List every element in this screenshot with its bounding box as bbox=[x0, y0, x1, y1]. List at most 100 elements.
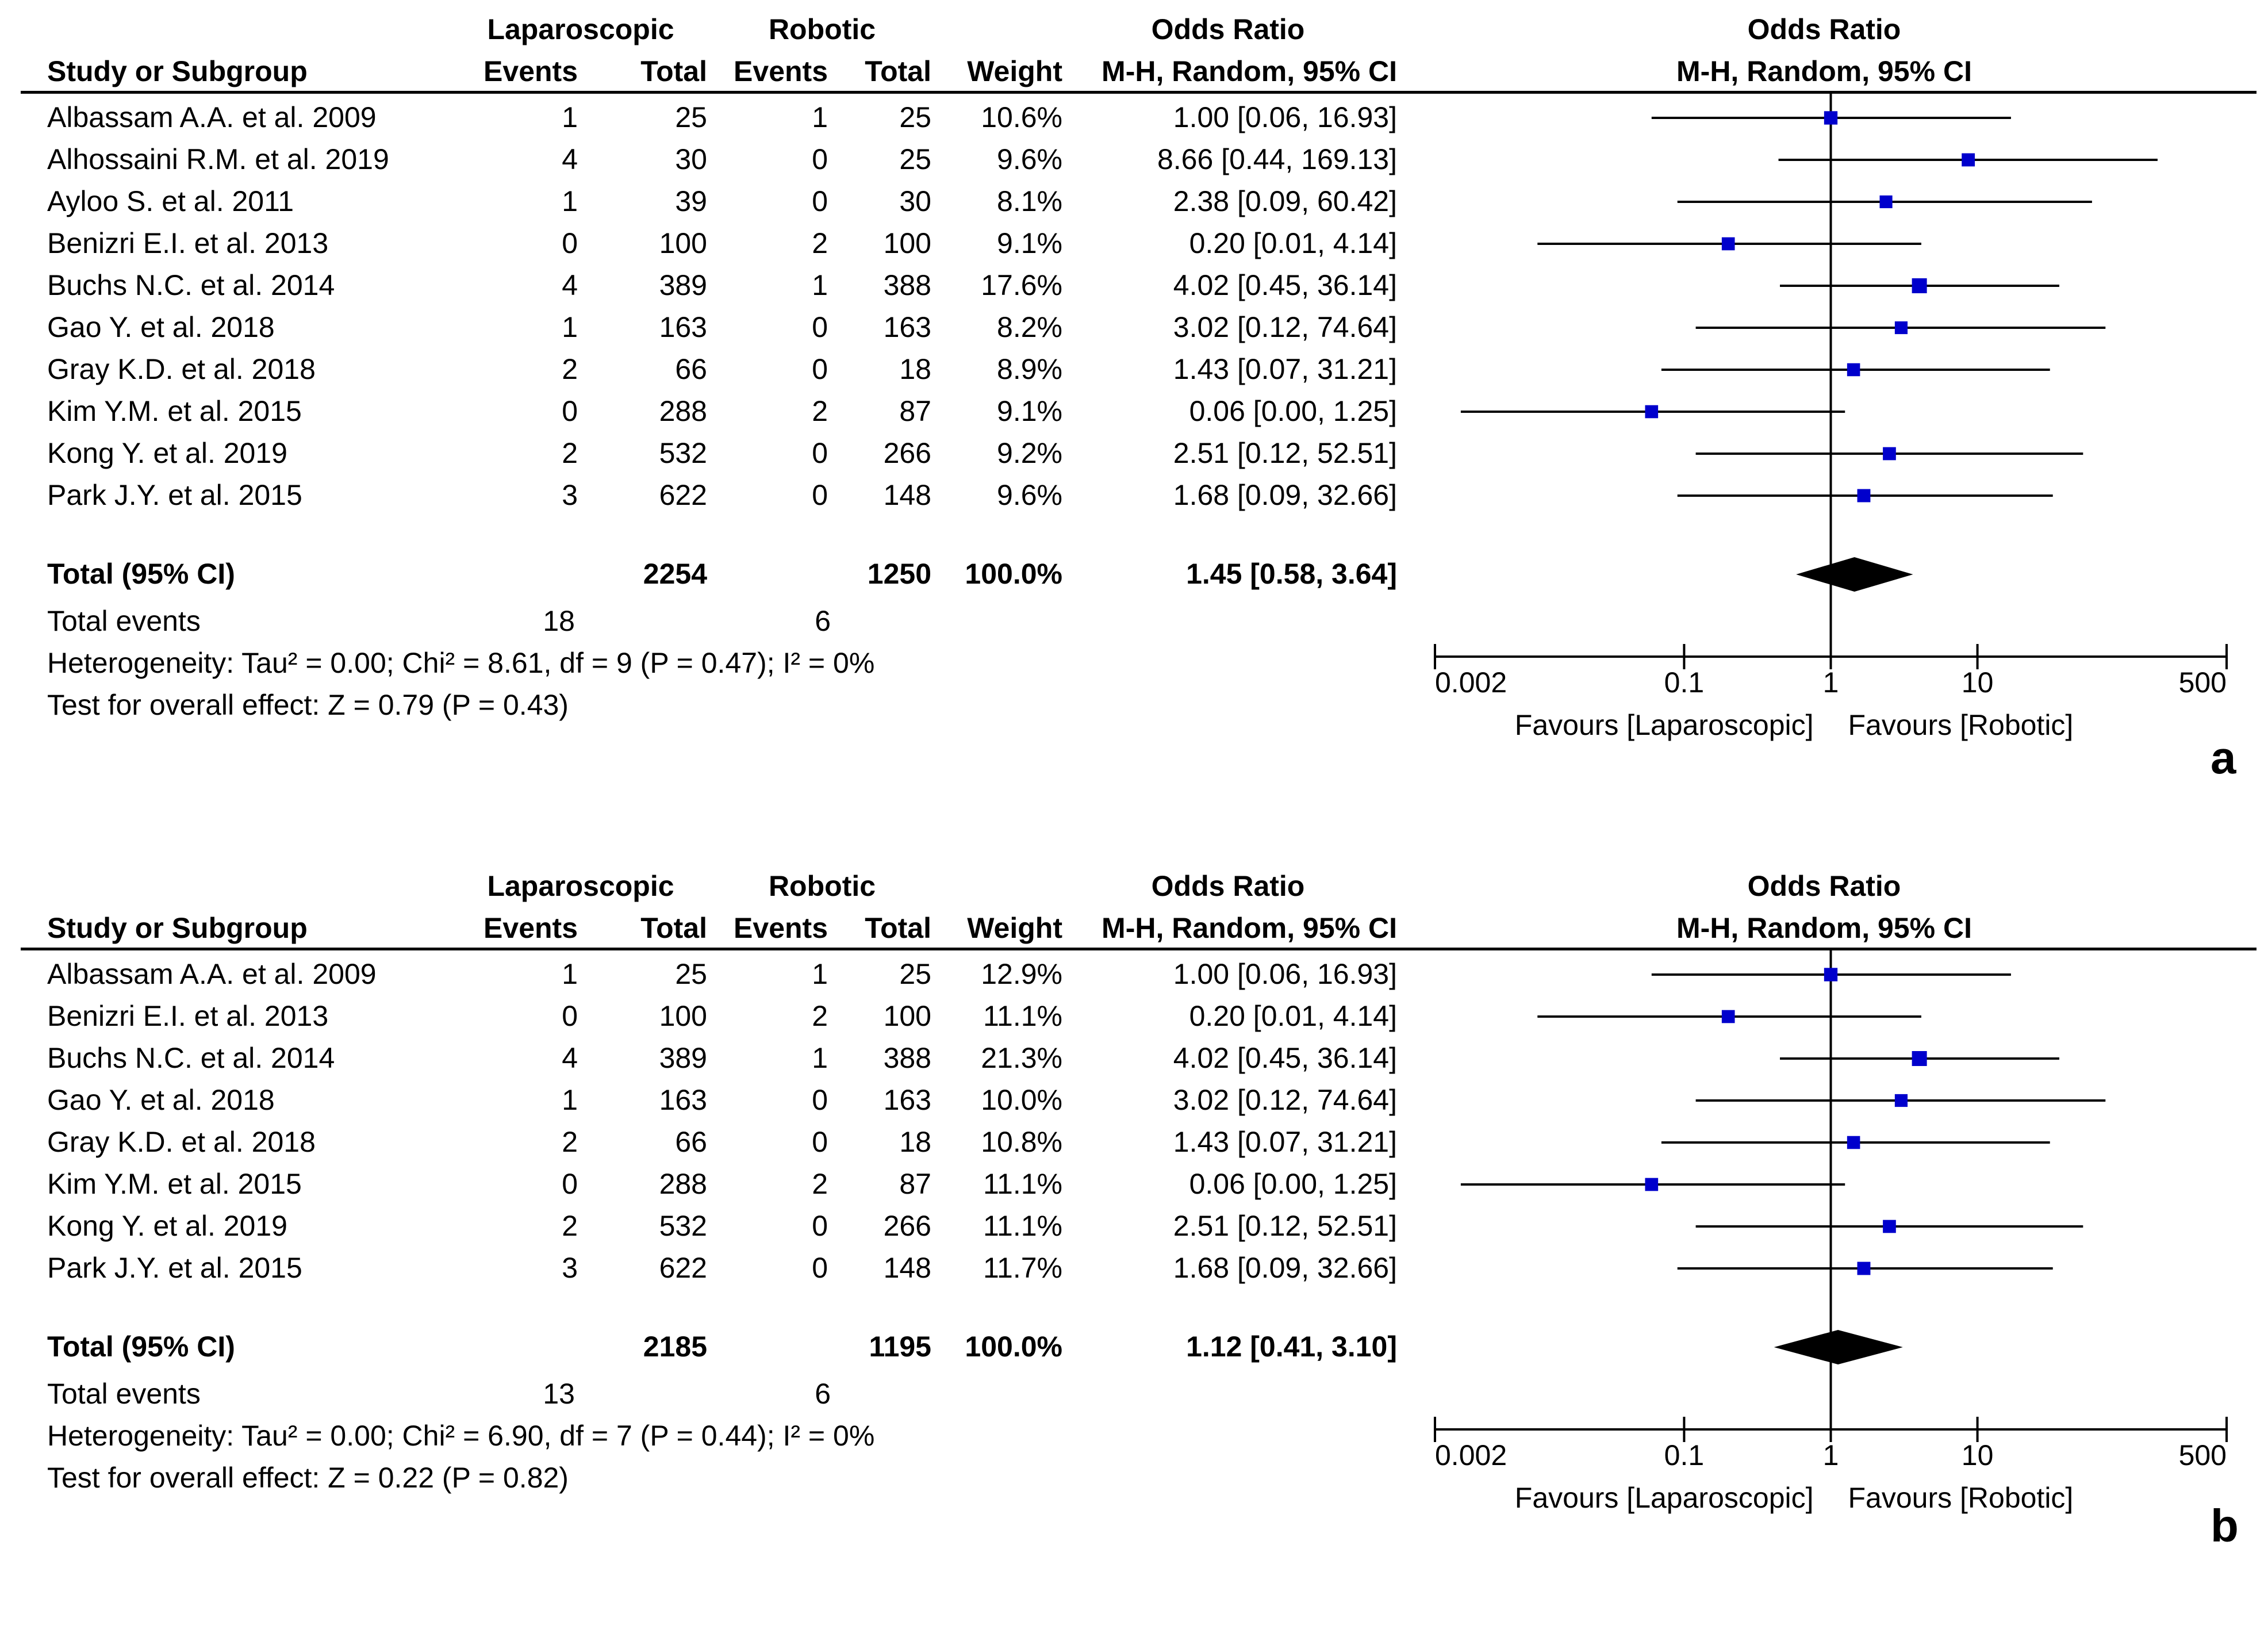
x-axis-tick-label: 10 bbox=[1962, 1439, 1994, 1471]
events-robotic: 0 bbox=[812, 437, 828, 469]
total-laparoscopic: 66 bbox=[675, 353, 707, 385]
events-laparoscopic: 3 bbox=[562, 1252, 578, 1284]
total-robotic: 25 bbox=[899, 143, 931, 175]
study-weight: 11.1% bbox=[983, 1168, 1062, 1200]
study-estimate-marker bbox=[1645, 405, 1659, 419]
total-laparoscopic: 532 bbox=[659, 437, 707, 469]
study-name: Kim Y.M. et al. 2015 bbox=[47, 395, 302, 427]
total-laparoscopic: 389 bbox=[659, 1042, 707, 1074]
events-robotic: 0 bbox=[812, 185, 828, 217]
study-estimate-marker bbox=[1912, 278, 1927, 293]
forest-plot-area: 0.002 0.1 1 10 500 Favours [Laparoscopic] Favo… bbox=[1434, 948, 2228, 1514]
study-weight: 11.1% bbox=[983, 1000, 1062, 1032]
study-estimate-marker bbox=[1883, 1220, 1896, 1233]
events-laparoscopic: 1 bbox=[562, 185, 578, 217]
study-estimate-marker bbox=[1645, 1178, 1659, 1191]
events-robotic: 1 bbox=[812, 269, 828, 301]
study-weight: 10.0% bbox=[981, 1084, 1062, 1116]
study-odds-ratio-ci: 2.38 [0.09, 60.42] bbox=[1173, 185, 1397, 217]
header-odds-ratio: Odds Ratio bbox=[1151, 13, 1305, 45]
total-laparoscopic: 163 bbox=[659, 311, 707, 343]
x-axis-tick-label: 0.1 bbox=[1664, 666, 1705, 699]
total-events-label: Total events bbox=[47, 1378, 201, 1410]
study-odds-ratio-ci: 1.68 [0.09, 32.66] bbox=[1173, 479, 1397, 511]
total-robotic: 266 bbox=[883, 437, 931, 469]
events-laparoscopic: 1 bbox=[562, 1084, 578, 1116]
header-method: M-H, Random, 95% CI bbox=[1102, 912, 1397, 944]
total-robotic: 100 bbox=[883, 1000, 931, 1032]
header-method: M-H, Random, 95% CI bbox=[1102, 55, 1397, 87]
study-estimate-marker bbox=[1721, 1010, 1735, 1023]
x-axis-tick-label: 500 bbox=[2179, 666, 2227, 699]
panel-label: a bbox=[2211, 732, 2236, 783]
header-group-robotic: Robotic bbox=[768, 870, 876, 902]
events-robotic: 1 bbox=[812, 958, 828, 990]
study-odds-ratio-ci: 1.68 [0.09, 32.66] bbox=[1173, 1252, 1397, 1284]
total-robotic: 18 bbox=[899, 353, 931, 385]
plot-title: Odds Ratio bbox=[1747, 13, 1901, 45]
total-laparoscopic: 288 bbox=[659, 1168, 707, 1200]
favours-left-label: Favours [Laparoscopic] bbox=[1515, 709, 1814, 741]
favours-right-label: Favours [Robotic] bbox=[1848, 709, 2074, 741]
study-odds-ratio-ci: 2.51 [0.12, 52.51] bbox=[1173, 437, 1397, 469]
total-robotic: 148 bbox=[883, 1252, 931, 1284]
total-robotic: 25 bbox=[899, 958, 931, 990]
study-odds-ratio-ci: 8.66 [0.44, 169.13] bbox=[1157, 143, 1397, 175]
events-laparoscopic: 0 bbox=[562, 1168, 578, 1200]
total-laparoscopic-n: 2254 bbox=[643, 558, 707, 590]
study-weight: 11.7% bbox=[983, 1252, 1062, 1284]
events-laparoscopic: 2 bbox=[562, 1210, 578, 1242]
study-weight: 9.6% bbox=[997, 479, 1062, 511]
total-laparoscopic: 100 bbox=[659, 227, 707, 259]
study-weight: 9.1% bbox=[997, 227, 1062, 259]
pooled-estimate-diamond bbox=[1774, 1330, 1903, 1364]
events-robotic: 1 bbox=[812, 1042, 828, 1074]
study-estimate-marker bbox=[1857, 489, 1871, 503]
study-name: Gao Y. et al. 2018 bbox=[47, 311, 275, 343]
study-odds-ratio-ci: 1.43 [0.07, 31.21] bbox=[1173, 353, 1397, 385]
events-robotic: 0 bbox=[812, 1210, 828, 1242]
events-laparoscopic: 1 bbox=[562, 311, 578, 343]
total-robotic: 100 bbox=[883, 227, 931, 259]
total-robotic: 163 bbox=[883, 1084, 931, 1116]
header-total-robotic: Total bbox=[865, 912, 931, 944]
study-name: Buchs N.C. et al. 2014 bbox=[47, 1042, 335, 1074]
total-robotic: 148 bbox=[883, 479, 931, 511]
total-laparoscopic: 39 bbox=[675, 185, 707, 217]
events-laparoscopic: 3 bbox=[562, 479, 578, 511]
header-total-laparoscopic: Total bbox=[640, 55, 707, 87]
total-robotic: 30 bbox=[899, 185, 931, 217]
study-name: Gray K.D. et al. 2018 bbox=[47, 353, 316, 385]
header-group-laparoscopic: Laparoscopic bbox=[487, 870, 674, 902]
plot-method: M-H, Random, 95% CI bbox=[1676, 912, 1972, 944]
study-weight: 8.1% bbox=[997, 185, 1062, 217]
study-weight: 17.6% bbox=[981, 269, 1062, 301]
study-odds-ratio-ci: 4.02 [0.45, 36.14] bbox=[1173, 269, 1397, 301]
header-events-robotic: Events bbox=[734, 912, 828, 944]
events-robotic: 2 bbox=[812, 227, 828, 259]
study-weight: 8.9% bbox=[997, 353, 1062, 385]
events-robotic: 0 bbox=[812, 1084, 828, 1116]
events-laparoscopic: 4 bbox=[562, 143, 578, 175]
study-odds-ratio-ci: 3.02 [0.12, 74.64] bbox=[1173, 311, 1397, 343]
total-robotic: 25 bbox=[899, 101, 931, 133]
total-odds-ratio-ci: 1.45 [0.58, 3.64] bbox=[1186, 558, 1397, 590]
study-estimate-marker bbox=[1894, 321, 1908, 335]
study-odds-ratio-ci: 0.06 [0.00, 1.25] bbox=[1189, 1168, 1397, 1200]
study-name: Park J.Y. et al. 2015 bbox=[47, 479, 302, 511]
events-laparoscopic: 0 bbox=[562, 395, 578, 427]
events-robotic: 0 bbox=[812, 479, 828, 511]
forest-plot-panel-a: Laparoscopic Robotic Odds Ratio Odds Ratio S… bbox=[0, 0, 2268, 784]
study-name: Benizri E.I. et al. 2013 bbox=[47, 227, 329, 259]
heterogeneity-text: Heterogeneity: Tau² = 0.00; Chi² = 6.90,… bbox=[47, 1420, 875, 1452]
events-laparoscopic: 4 bbox=[562, 269, 578, 301]
study-estimate-marker bbox=[1847, 363, 1860, 377]
total-robotic: 87 bbox=[899, 395, 931, 427]
study-odds-ratio-ci: 1.00 [0.06, 16.93] bbox=[1173, 958, 1397, 990]
study-estimate-marker bbox=[1857, 1262, 1871, 1275]
study-name: Alhossaini R.M. et al. 2019 bbox=[47, 143, 389, 175]
study-name: Benizri E.I. et al. 2013 bbox=[47, 1000, 329, 1032]
total-events-label: Total events bbox=[47, 605, 201, 637]
header-odds-ratio: Odds Ratio bbox=[1151, 870, 1305, 902]
total-robotic-n: 1195 bbox=[869, 1331, 931, 1363]
